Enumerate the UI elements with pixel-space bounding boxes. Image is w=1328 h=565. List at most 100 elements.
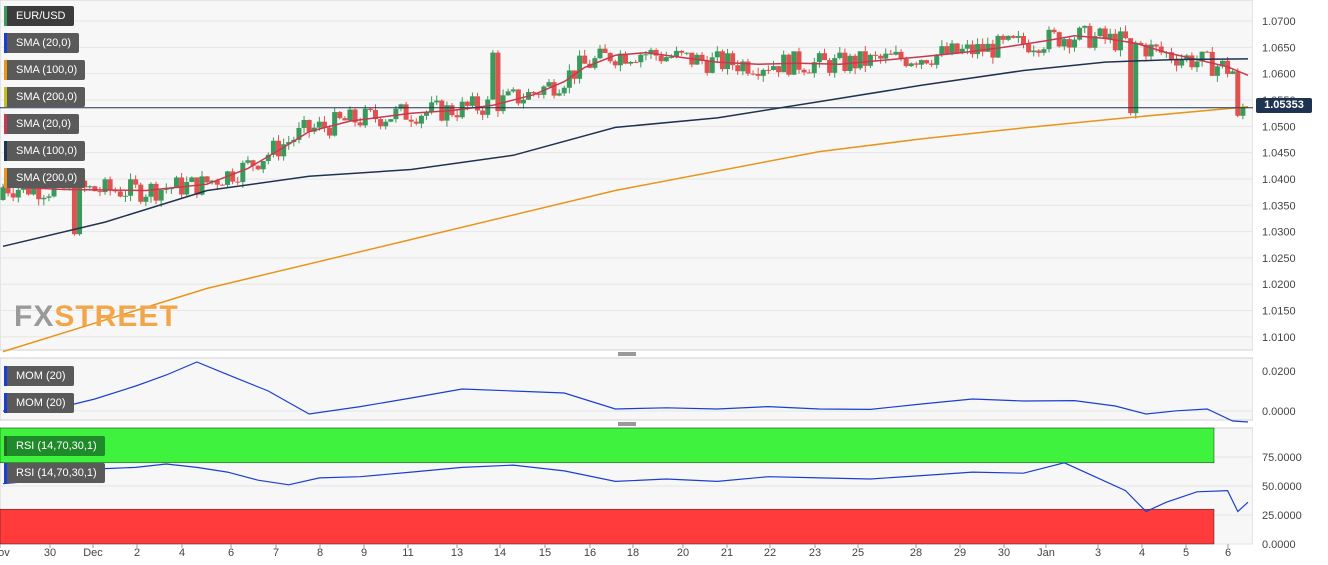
x-tick-label: 30 [44,547,56,559]
candle-body [485,99,491,115]
candle-body [755,73,761,76]
candle-body [934,54,940,65]
candle-body [602,48,608,53]
candle-body [122,195,128,197]
candle-body [235,181,241,183]
candle-body [1072,39,1078,48]
sma20-label[interactable]: SMA (20,0) [4,33,80,53]
candle-body [194,177,200,195]
x-tick-label: 14 [494,547,506,559]
candle-body [852,55,858,69]
rsi-label[interactable]: RSI (14,70,30,1) [4,436,105,456]
candle-body [1194,61,1200,68]
x-tick-label: 29 [954,547,966,559]
candle-body [276,140,282,157]
y-tick-label: 1.0150 [1262,306,1296,318]
candle-body [327,127,333,136]
candle-body [1204,51,1210,53]
candle-body [15,189,21,198]
sma200-label[interactable]: SMA (200,0) [4,87,86,107]
x-tick-label: 6 [228,547,234,559]
candle-body [372,109,378,120]
y-tick-label: 1.0600 [1262,69,1296,81]
candle-body [842,52,848,71]
candle-body [878,55,884,59]
momentum-label-2[interactable]: MOM (20) [4,393,74,413]
rsi-label-2[interactable]: RSI (14,70,30,1) [4,463,105,483]
candle-body [184,181,190,195]
candle-body [633,61,639,63]
y-tick-label: 1.0650 [1262,42,1296,54]
candle-body [898,51,904,59]
sma100-line [2,58,1249,248]
candle-body [638,54,644,63]
x-tick-label: 22 [764,547,776,559]
rsi-oversold-zone [0,508,1215,545]
candle-body [270,140,276,155]
candle-body [827,60,833,73]
candle-body [413,121,419,124]
candle-body [740,61,746,72]
candle-body [704,60,710,73]
candle-body [367,108,373,110]
sma200-label-2[interactable]: SMA (200,0) [4,168,86,188]
candle-body [1174,59,1180,66]
sma100-label[interactable]: SMA (100,0) [4,60,86,80]
price-axis-bg [1253,0,1328,565]
candle-body [219,184,225,186]
candle-body [520,99,526,104]
x-tick-label: 13 [451,547,463,559]
candle-body [719,51,725,70]
candle-body [260,161,266,170]
current-price-tag: 1.05353 [1256,98,1312,113]
candle-body [883,53,889,59]
candle-body [888,53,894,55]
x-tick-label: 7 [273,547,279,559]
candle-body [505,91,511,96]
x-tick-label: 6 [1225,547,1231,559]
momentum-label[interactable]: MOM (20) [4,366,74,386]
y-tick-label: 1.0300 [1262,227,1296,239]
candle-body [158,189,164,201]
candle-body [837,52,843,59]
candle-body [561,87,567,94]
candle-body [939,46,945,55]
rsi-overbought-zone [0,427,1215,464]
candle-body [954,43,960,54]
candle-body [765,69,771,71]
x-tick-label: 16 [584,547,596,559]
candle-body [551,82,557,96]
x-tick-label: 21 [721,547,733,559]
y-tick-label: 1.0100 [1262,332,1296,344]
candle-body [653,49,659,56]
candle-body [1219,60,1225,67]
instrument-label[interactable]: EUR/USD [4,6,74,26]
candle-body [281,144,287,157]
candle-body [944,46,950,54]
candle-body [857,51,863,69]
candle-body [1061,39,1067,47]
fxstreet-logo: FXSTREET [14,300,179,333]
candle-body [1148,44,1154,57]
candle-body [832,58,838,73]
candle-body [1107,33,1113,39]
candle-body [418,115,424,124]
x-tick-label: 25 [852,547,864,559]
candle-body [321,121,327,128]
y-tick-label: 1.0200 [1262,279,1296,291]
candle-body [480,110,486,115]
candle-body [1077,27,1083,40]
candle-body [730,53,736,66]
sma20-label-2[interactable]: SMA (20,0) [4,114,80,134]
candle-body [133,179,139,185]
candle-body [1133,42,1139,114]
candle-body [990,43,996,58]
candle-body [163,188,169,190]
sma100-label-2[interactable]: SMA (100,0) [4,141,86,161]
candle-body [138,184,144,202]
candle-body [255,165,261,170]
candle-body [454,115,460,118]
candle-body [816,53,822,63]
candle-body [143,196,149,202]
